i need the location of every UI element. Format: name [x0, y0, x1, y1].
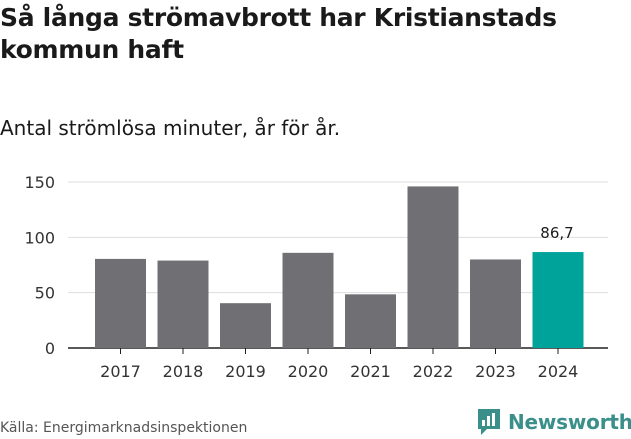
- bar-2018: [157, 260, 209, 348]
- source-note: Källa: Energimarknadsinspektionen: [0, 420, 248, 436]
- bar-2020: [282, 252, 334, 348]
- y-tick-label: 150: [24, 173, 55, 192]
- y-tick-label: 50: [35, 284, 55, 303]
- x-axis: 2017 2018 2019 2020 2021 2022 2023 2024: [100, 348, 578, 381]
- newsworthy-logo-icon: [478, 409, 500, 435]
- y-tick-label: 0: [45, 339, 55, 358]
- x-tick-label: 2022: [413, 362, 454, 381]
- newsworthy-logo: Newsworthy: [476, 408, 631, 436]
- x-tick-label: 2023: [475, 362, 516, 381]
- x-tick-label: 2024: [538, 362, 579, 381]
- x-tick-label: 2019: [225, 362, 266, 381]
- x-tick-label: 2021: [350, 362, 391, 381]
- bar-2023: [470, 259, 521, 348]
- brand-name: Newsworthy: [508, 410, 631, 434]
- bar-2019: [220, 303, 271, 348]
- chart-title: Så långa strömavbrott har Kristianstads …: [0, 3, 557, 64]
- x-tick-label: 2020: [288, 362, 329, 381]
- chart-subtitle: Antal strömlösa minuter, år för år.: [0, 116, 341, 140]
- x-tick-label: 2017: [100, 362, 141, 381]
- x-tick-label: 2018: [163, 362, 204, 381]
- data-labels: 86,7: [540, 224, 573, 242]
- data-label: 86,7: [540, 224, 573, 242]
- y-axis: 0 50 100 150: [24, 173, 55, 358]
- bar-2021: [345, 294, 396, 348]
- bars: [95, 186, 584, 348]
- bar-2022: [407, 186, 459, 348]
- gridlines: [68, 181, 608, 349]
- y-tick-label: 100: [24, 228, 55, 247]
- bar-2017: [95, 258, 146, 348]
- bar-2024: [532, 252, 584, 348]
